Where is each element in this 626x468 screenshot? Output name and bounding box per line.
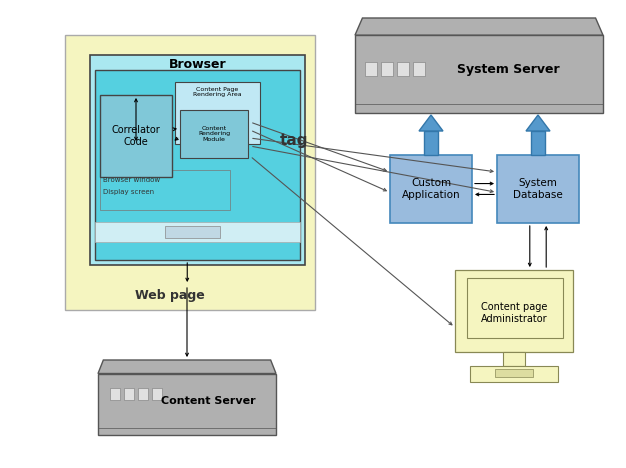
Bar [381,62,393,76]
Bar [98,373,276,435]
Polygon shape [98,360,276,373]
Bar [65,35,315,310]
Text: Correlator
Code: Correlator Code [111,125,160,147]
Bar [467,278,563,338]
Text: Web page: Web page [135,288,205,301]
Text: Content Page
Rendering Area: Content Page Rendering Area [193,87,242,97]
Bar [503,352,525,366]
Bar [365,62,377,76]
Bar [124,388,134,400]
Bar [152,388,162,400]
Text: Browser window: Browser window [103,177,160,183]
Bar [531,131,545,155]
Bar [95,70,300,260]
Bar [397,62,409,76]
Bar [413,62,425,76]
Text: System
Database: System Database [513,178,563,200]
Text: Display screen: Display screen [103,189,154,195]
Text: Browser: Browser [168,58,227,71]
Polygon shape [419,115,443,131]
Bar [138,388,148,400]
Bar [470,366,558,382]
Bar [100,95,172,177]
Text: Content
Rendering
Module: Content Rendering Module [198,126,230,142]
Bar [390,155,472,223]
Bar [175,82,260,144]
Text: Custom
Application: Custom Application [402,178,460,200]
Polygon shape [526,115,550,131]
Bar [90,55,305,265]
Bar [355,35,603,113]
Bar [100,170,230,210]
Bar [165,226,220,238]
Bar [180,110,248,158]
Bar [424,131,438,155]
Polygon shape [355,18,603,35]
Text: tag: tag [280,132,309,147]
Text: System Server: System Server [458,63,560,76]
Bar [497,155,579,223]
Text: Content Server: Content Server [161,396,255,407]
Bar [95,222,300,242]
Text: Content page
Administrator: Content page Administrator [481,302,547,324]
Bar [495,369,533,377]
Bar [455,270,573,352]
Bar [110,388,120,400]
